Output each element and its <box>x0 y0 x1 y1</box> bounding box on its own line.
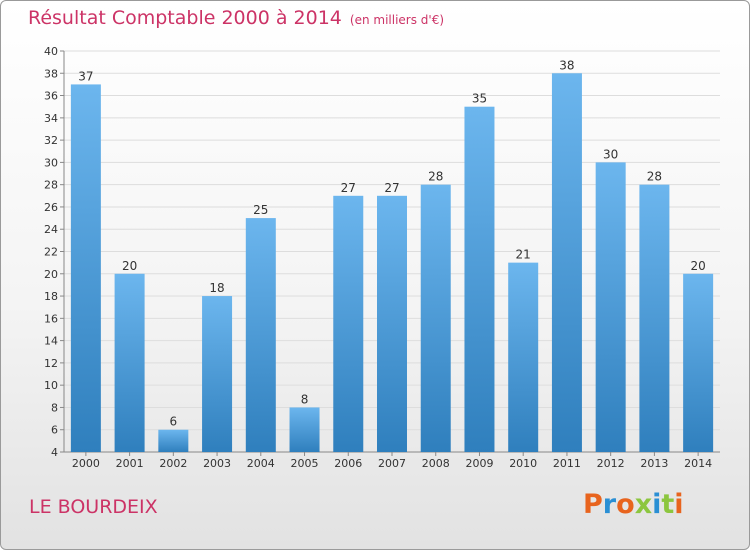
y-tick-label: 18 <box>44 290 58 303</box>
y-tick-label: 4 <box>51 446 58 459</box>
bar-2004 <box>245 218 276 452</box>
bars <box>70 73 714 453</box>
labels: 4 6 8 10 12 14 16 18 20 22 24 26 28 30 32 34 36 38 40 37 200… <box>44 45 712 470</box>
data-label-2012: 30 <box>603 147 618 161</box>
chart-subtitle: (en milliers d'€) <box>349 13 445 27</box>
data-label-2013: 28 <box>647 170 662 184</box>
x-tick-label-2007: 2007 <box>378 457 406 470</box>
x-tick-label-2004: 2004 <box>247 457 275 470</box>
data-label-2002: 6 <box>170 415 178 429</box>
chart-title-text: Résultat Comptable 2000 à 2014 <box>28 7 342 29</box>
y-tick-label: 10 <box>44 379 58 392</box>
y-tick-label: 26 <box>44 201 58 214</box>
chart-title: Résultat Comptable 2000 à 2014 (en millie… <box>28 7 444 29</box>
x-tick-label-2002: 2002 <box>159 457 187 470</box>
bar-2014 <box>683 273 714 452</box>
y-tick-label: 6 <box>51 424 58 437</box>
data-label-2007: 27 <box>384 181 399 195</box>
data-label-2005: 8 <box>301 392 309 406</box>
logo-letter: i <box>674 489 684 520</box>
y-tick-label: 34 <box>44 112 58 125</box>
x-tick-label-2006: 2006 <box>334 457 362 470</box>
bar-2008 <box>420 184 451 452</box>
data-label-2006: 27 <box>341 181 356 195</box>
bar-2012 <box>595 162 626 452</box>
bar-2013 <box>639 184 670 452</box>
y-tick-label: 36 <box>44 90 58 103</box>
bar-2005 <box>289 407 320 452</box>
data-label-2014: 20 <box>690 259 705 273</box>
proxiti-logo[interactable]: Proxiti <box>583 489 684 520</box>
y-tick-label: 14 <box>44 335 58 348</box>
logo-letter: P <box>583 489 603 520</box>
data-label-2008: 28 <box>428 170 443 184</box>
y-tick-label: 30 <box>44 156 58 169</box>
x-tick-label-2000: 2000 <box>72 457 100 470</box>
bar-2010 <box>508 262 539 452</box>
y-tick-label: 40 <box>44 45 58 58</box>
bar-2003 <box>202 296 233 452</box>
bar-2009 <box>464 106 495 452</box>
y-tick-label: 22 <box>44 246 58 259</box>
y-tick-label: 24 <box>44 223 58 236</box>
y-tick-label: 38 <box>44 67 58 80</box>
place-name: LE BOURDEIX <box>29 496 158 518</box>
y-tick-label: 20 <box>44 268 58 281</box>
logo-letter: x <box>634 489 653 520</box>
y-tick-label: 8 <box>51 401 58 414</box>
logo-letter: r <box>602 489 617 520</box>
x-tick-label-2009: 2009 <box>465 457 493 470</box>
y-tick-label: 12 <box>44 357 58 370</box>
data-label-2001: 20 <box>122 259 137 273</box>
x-tick-label-2010: 2010 <box>509 457 537 470</box>
x-tick-label-2012: 2012 <box>597 457 625 470</box>
y-tick-label: 28 <box>44 179 58 192</box>
bar-2002 <box>158 429 189 452</box>
y-tick-label: 32 <box>44 134 58 147</box>
bar-2011 <box>551 73 582 453</box>
bar-2000 <box>70 84 101 453</box>
x-tick-label-2003: 2003 <box>203 457 231 470</box>
data-label-2010: 21 <box>516 248 531 262</box>
x-tick-label-2008: 2008 <box>422 457 450 470</box>
x-tick-label-2001: 2001 <box>116 457 144 470</box>
bar-2001 <box>114 273 145 452</box>
data-label-2011: 38 <box>559 58 574 72</box>
data-label-2000: 37 <box>78 69 93 83</box>
x-tick-label-2005: 2005 <box>291 457 319 470</box>
logo-letter: i <box>652 489 662 520</box>
data-label-2003: 18 <box>209 281 224 295</box>
bar-2006 <box>333 195 364 453</box>
x-tick-label-2013: 2013 <box>640 457 668 470</box>
data-label-2009: 35 <box>472 92 487 106</box>
x-tick-label-2011: 2011 <box>553 457 581 470</box>
logo-letter: o <box>616 489 635 520</box>
x-tick-label-2014: 2014 <box>684 457 712 470</box>
y-tick-label: 16 <box>44 312 58 325</box>
logo-letter: t <box>661 489 675 520</box>
data-label-2004: 25 <box>253 203 268 217</box>
bar-2007 <box>377 195 407 453</box>
